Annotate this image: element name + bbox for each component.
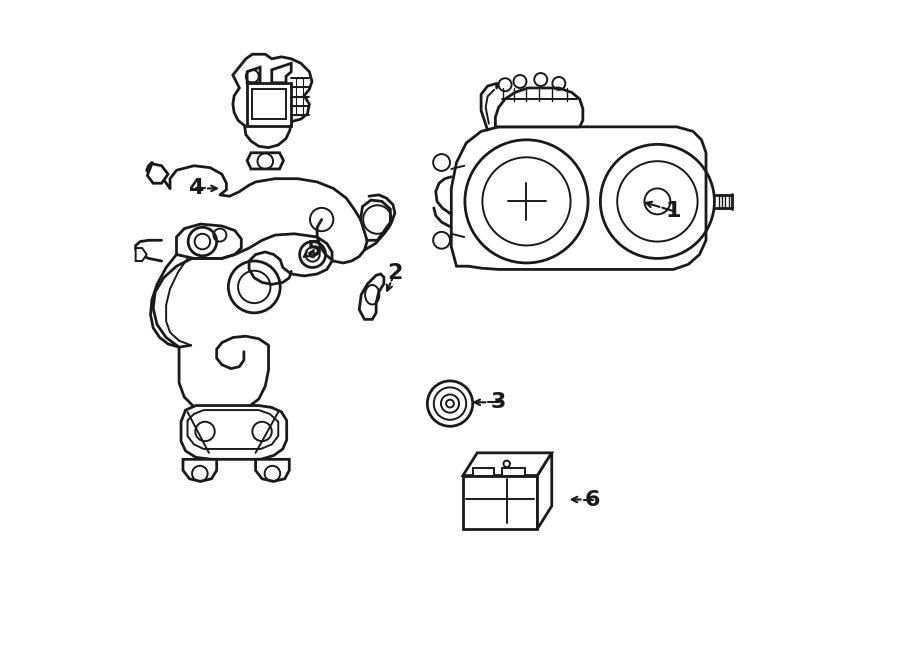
Polygon shape (176, 224, 241, 258)
Polygon shape (537, 453, 552, 529)
Text: 2: 2 (387, 263, 402, 283)
Polygon shape (148, 164, 168, 183)
Polygon shape (359, 274, 384, 319)
Polygon shape (183, 459, 217, 481)
Text: 3: 3 (491, 393, 507, 412)
Text: 5: 5 (306, 240, 321, 260)
Polygon shape (187, 410, 278, 449)
Polygon shape (361, 200, 391, 240)
Polygon shape (502, 468, 525, 475)
Polygon shape (233, 54, 312, 148)
Polygon shape (136, 248, 147, 261)
Text: 4: 4 (188, 179, 203, 199)
Polygon shape (463, 475, 537, 529)
Polygon shape (451, 127, 706, 269)
Text: 1: 1 (666, 201, 681, 221)
Polygon shape (181, 406, 287, 459)
Polygon shape (495, 88, 583, 127)
Polygon shape (256, 459, 289, 481)
Polygon shape (252, 89, 286, 119)
Polygon shape (248, 83, 292, 126)
Polygon shape (248, 153, 284, 169)
Polygon shape (248, 68, 260, 83)
Polygon shape (463, 453, 552, 475)
Text: 6: 6 (585, 489, 600, 510)
Polygon shape (272, 64, 292, 83)
Polygon shape (472, 468, 494, 475)
